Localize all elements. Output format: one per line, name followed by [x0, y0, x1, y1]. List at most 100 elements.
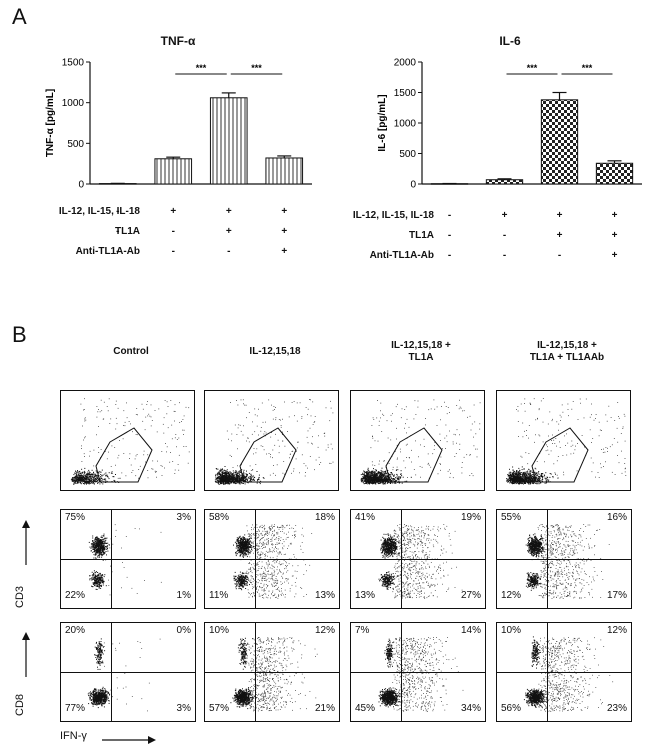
bar [209, 97, 248, 185]
condition-symbol: + [556, 210, 563, 221]
column-title: IL-12,15,18 [249, 346, 301, 357]
condition-label: IL-12, IL-15, IL-18 [58, 206, 140, 217]
quadrant-percent-ul: 58% [209, 512, 230, 523]
quadrant-percent-ul: 10% [501, 625, 522, 636]
event-dots [88, 524, 162, 596]
quadrant-percent-ur: 12% [606, 625, 627, 636]
quadrant-dot-plot: 58% 18% 11% 13% [204, 509, 340, 609]
event-dots [230, 637, 318, 712]
quadrant-percent-ll: 11% [209, 590, 229, 601]
quadrant-percent-ll: 57% [209, 703, 230, 714]
condition-symbol: - [447, 210, 452, 221]
quadrant-percent-lr: 3% [176, 703, 191, 714]
quadrant-percent-ll: 77% [65, 703, 86, 714]
condition-symbol: - [116, 206, 120, 217]
column-title: IL-12,15,18 + TL1A + TL1AAb [529, 340, 605, 363]
y-axis-label: TNF-α [pg/mL] [45, 89, 56, 157]
quadrant-percent-ll: 45% [355, 703, 376, 714]
quadrant-percent-lr: 13% [314, 590, 335, 601]
cd8-row-label: CD8 [14, 693, 26, 716]
fsc-ssc-dot-plot [350, 390, 485, 491]
y-tick-label: 2000 [394, 58, 417, 69]
quadrant-percent-ur: 18% [314, 512, 335, 523]
il6-bar-chart: 0 500 1000 1500 2000 IL-6 [pg/mL] *** *** [377, 58, 642, 191]
quadrant-divider-horizontal [497, 672, 631, 673]
event-dots [378, 524, 463, 599]
condition-label: Anti-TL1A-Ab [75, 246, 140, 257]
event-dots [506, 398, 627, 485]
condition-symbol: - [502, 230, 507, 241]
condition-symbol: + [611, 210, 618, 221]
column-title: IL-12,15,18 + TL1A [391, 340, 451, 363]
condition-label: Anti-TL1A-Ab [369, 250, 434, 261]
event-dots [525, 524, 610, 599]
condition-label: TL1A [115, 226, 140, 237]
significance-label: *** [582, 63, 593, 73]
lymphocyte-gate [531, 427, 589, 483]
lymphocyte-gate [95, 427, 153, 483]
tnf-bar-chart: 0 500 1000 1500 TNF-α [pg/mL] *** *** [45, 58, 312, 191]
cd3-row-label: CD3 [14, 585, 26, 608]
y-tick-label: 1000 [62, 98, 85, 109]
quadrant-percent-ul: 20% [65, 625, 86, 636]
condition-symbol: + [281, 226, 288, 237]
quadrant-divider-horizontal [351, 672, 485, 673]
quadrant-divider-horizontal [61, 672, 195, 673]
y-axis-label: IL-6 [pg/mL] [377, 94, 388, 151]
fsc-ssc-dot-plot [60, 390, 195, 491]
event-dots [214, 399, 334, 485]
quadrant-percent-ul: 7% [355, 625, 370, 636]
up-arrow-icon [22, 520, 30, 565]
quadrant-percent-ll: 22% [65, 590, 86, 601]
condition-symbol: - [502, 250, 507, 261]
fsc-ssc-dot-plot [496, 390, 631, 491]
quadrant-percent-lr: 1% [176, 590, 191, 601]
event-dots [378, 637, 464, 712]
event-dots [87, 638, 161, 712]
quadrant-percent-ul: 75% [65, 512, 86, 523]
quadrant-percent-lr: 27% [460, 590, 481, 601]
quadrant-percent-lr: 17% [606, 590, 627, 601]
condition-symbol: + [170, 206, 177, 217]
event-dots [233, 524, 313, 599]
quadrant-dot-plot: 55% 16% 12% 17% [496, 509, 632, 609]
quadrant-percent-ll: 12% [501, 590, 522, 601]
quadrant-percent-ll: 56% [501, 703, 522, 714]
column-title: Control [113, 346, 149, 357]
quadrant-percent-ul: 41% [355, 512, 376, 523]
bar [540, 99, 579, 185]
quadrant-percent-ur: 3% [176, 512, 191, 523]
significance-label: *** [527, 63, 538, 73]
significance-label: *** [251, 63, 262, 73]
bar [595, 162, 634, 185]
plot-frame [60, 390, 195, 491]
condition-symbol: + [281, 206, 288, 217]
condition-symbol: + [225, 226, 232, 237]
quadrant-dot-plot: 41% 19% 13% 27% [350, 509, 486, 609]
quadrant-divider-horizontal [205, 559, 339, 560]
quadrant-percent-ur: 0% [176, 625, 191, 636]
condition-symbol: - [116, 246, 120, 257]
quadrant-percent-ur: 16% [606, 512, 627, 523]
quadrant-percent-ur: 12% [314, 625, 335, 636]
quadrant-percent-lr: 23% [606, 703, 627, 714]
condition-label: IL-12, IL-15, IL-18 [352, 210, 434, 221]
condition-symbol: - [447, 230, 452, 241]
y-tick-label: 1500 [62, 58, 85, 69]
up-arrow-icon [22, 632, 30, 677]
ifn-gamma-axis-label: IFN-γ [60, 730, 87, 742]
il6-chart-title: IL-6 [499, 34, 521, 48]
fsc-ssc-dot-plot [204, 390, 339, 491]
quadrant-dot-plot: 10% 12% 57% 21% [204, 622, 340, 722]
tnf-chart-title: TNF-α [160, 34, 196, 48]
condition-symbol: + [225, 206, 232, 217]
panel-b-letter: B [12, 322, 27, 347]
bar [485, 179, 524, 185]
quadrant-percent-lr: 21% [314, 703, 335, 714]
quadrant-divider-horizontal [61, 559, 195, 560]
bar [265, 157, 304, 185]
quadrant-percent-ur: 14% [460, 625, 481, 636]
quadrant-percent-ur: 19% [460, 512, 481, 523]
right-arrow-icon [102, 736, 156, 744]
y-tick-label: 1500 [394, 88, 417, 99]
